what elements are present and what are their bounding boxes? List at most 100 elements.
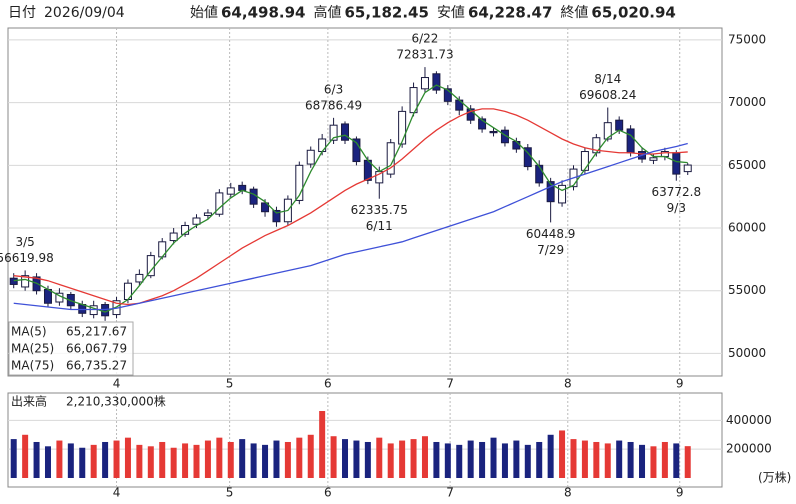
volume-bar [330, 436, 337, 478]
volume-bar [136, 444, 143, 478]
candle-body [261, 202, 270, 213]
volume-bar [170, 447, 177, 478]
x-tick-label: 5 [226, 377, 234, 391]
volume-bar [90, 444, 97, 478]
annotation-date: 3/5 [15, 235, 34, 249]
volume-bar [479, 441, 486, 478]
volume-bar [604, 443, 611, 478]
header-label: 高値 [313, 4, 341, 21]
annotation-date: 6/11 [366, 219, 393, 233]
candle-body [215, 192, 224, 215]
annotation-value: 63772.8 [651, 185, 701, 199]
volume-bar [581, 440, 588, 478]
volume-bar [513, 440, 520, 478]
volume-bar [387, 443, 394, 478]
volume-bar [342, 439, 349, 478]
candle-body [238, 184, 247, 191]
candle-body [489, 130, 498, 134]
y-tick-label: 200000 [726, 442, 772, 456]
candle-body [226, 187, 235, 195]
legend-value: 65,217.67 [66, 325, 127, 339]
y-tick-label: 75000 [728, 32, 766, 46]
candle-body [626, 128, 635, 154]
volume-bar [444, 443, 451, 478]
candle-body [352, 138, 361, 163]
volume-bar [536, 441, 543, 478]
candle-body [398, 110, 407, 145]
volume-frame [7, 392, 723, 488]
x-tick-label: 7 [446, 486, 454, 500]
candle-body [580, 151, 589, 171]
volume-bar [67, 443, 74, 478]
volume-bar [239, 439, 246, 478]
candle-body [672, 152, 681, 175]
annotation-date: 8/14 [594, 72, 621, 86]
annotation-value: 60448.9 [526, 227, 576, 241]
volume-bar [639, 444, 646, 478]
volume-bar [273, 440, 280, 478]
volume-bar [547, 434, 554, 478]
x-tick-label: 5 [226, 486, 234, 500]
annotation-value: 72831.73 [396, 48, 453, 62]
volume-bar [56, 440, 63, 478]
volume-bar [570, 439, 577, 478]
volume-bar [410, 439, 417, 478]
candle-body [420, 77, 429, 90]
y-tick-label: 400000 [726, 413, 772, 427]
x-tick-label: 6 [324, 377, 332, 391]
y-tick-label: 65000 [728, 158, 766, 172]
candle-body [683, 164, 692, 173]
volume-bar [501, 443, 508, 478]
volume-bar [673, 443, 680, 478]
annotation-value: 56619.98 [0, 251, 54, 265]
volume-bar [456, 444, 463, 478]
date: 2026/09/04 [44, 5, 125, 21]
candle-body [615, 119, 624, 131]
candle-body [169, 232, 178, 242]
annotation-value: 69608.24 [579, 88, 636, 102]
header-value: 65,020.94 [591, 4, 675, 22]
volume-bar [307, 434, 314, 478]
candle-body [318, 138, 327, 153]
candle-body [546, 181, 555, 203]
candle-body [535, 164, 544, 184]
candle-body [203, 212, 212, 216]
volume-bar [124, 437, 131, 478]
volume-unit: (万株) [758, 470, 791, 485]
legend-value: 66,067.79 [66, 342, 127, 356]
legend-name: MA(5) [11, 325, 47, 339]
candle-body [146, 255, 155, 277]
volume-bar [10, 439, 17, 478]
date-label: 日付 [8, 5, 36, 21]
candle-body [295, 164, 304, 201]
y-tick-label: 70000 [728, 95, 766, 109]
volume-bar [113, 440, 120, 478]
volume-bar [376, 437, 383, 478]
candle-body [432, 73, 441, 91]
legend-name: MA(75) [11, 359, 54, 373]
header-value: 64,498.94 [221, 4, 305, 22]
candle-body [443, 88, 452, 102]
volume-bar [44, 446, 51, 478]
volume-bar [147, 446, 154, 478]
volume-bar [22, 434, 29, 478]
candle-body [649, 157, 658, 161]
candle-body [306, 149, 315, 165]
volume-bar [433, 441, 440, 478]
volume-bar [627, 441, 634, 478]
volume-total: 2,210,330,000株 [66, 394, 166, 409]
x-tick-label: 9 [676, 377, 684, 391]
volume-bar [467, 440, 474, 478]
volume-bar [33, 441, 40, 478]
annotation-date: 6/3 [324, 82, 343, 96]
y-tick-label: 55000 [728, 283, 766, 297]
annotation-date: 7/29 [537, 243, 564, 257]
header-label: 安値 [437, 5, 465, 21]
candle-body [478, 118, 487, 130]
legend-name: MA(25) [11, 342, 54, 356]
volume-bar [262, 444, 269, 478]
x-tick-label: 6 [324, 486, 332, 500]
volume-bar [102, 441, 109, 478]
volume-bar [227, 441, 234, 478]
